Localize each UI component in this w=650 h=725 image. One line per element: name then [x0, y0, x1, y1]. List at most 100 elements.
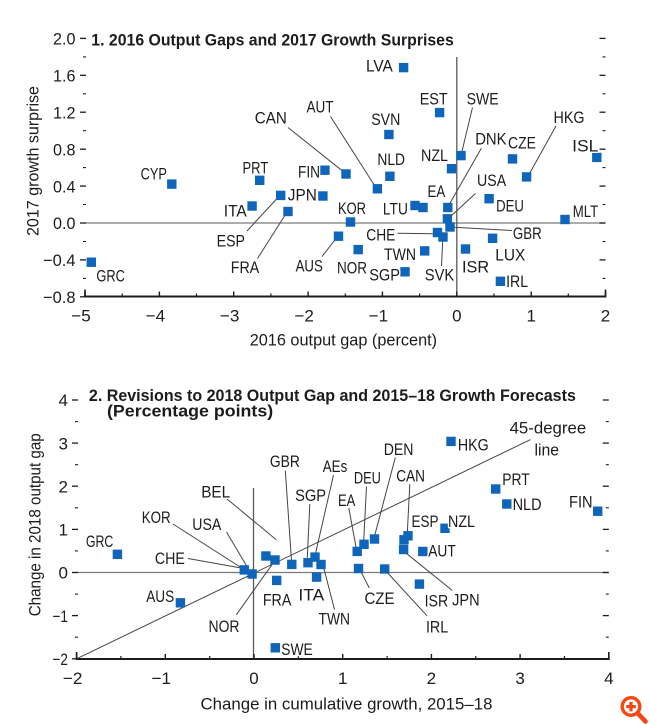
svg-text:Change in cumulative growth, 2: Change in cumulative growth, 2015–18	[201, 695, 493, 713]
svg-text:NLD: NLD	[513, 496, 542, 514]
svg-text:2: 2	[59, 477, 68, 496]
svg-text:1: 1	[338, 669, 347, 688]
svg-text:LVA: LVA	[366, 58, 393, 76]
svg-text:PRT: PRT	[243, 160, 269, 178]
svg-text:0: 0	[249, 669, 258, 688]
svg-text:−1: −1	[369, 307, 389, 326]
svg-text:LUX: LUX	[495, 247, 525, 265]
svg-text:2: 2	[427, 669, 436, 688]
svg-text:1. 2016 Output Gaps and 2017 G: 1. 2016 Output Gaps and 2017 Growth Surp…	[91, 31, 454, 50]
svg-text:NOR: NOR	[337, 260, 367, 278]
svg-text:USA: USA	[192, 516, 221, 534]
svg-text:CHE: CHE	[155, 550, 185, 568]
svg-text:AUT: AUT	[306, 99, 333, 117]
svg-text:DEN: DEN	[384, 441, 414, 459]
svg-text:CHE: CHE	[366, 227, 395, 245]
svg-text:SWE: SWE	[467, 91, 499, 109]
svg-text:−5: −5	[71, 307, 91, 326]
svg-text:GBR: GBR	[513, 225, 542, 243]
svg-text:EA: EA	[428, 183, 446, 201]
svg-text:3: 3	[59, 434, 68, 453]
svg-text:Change in 2018 output gap: Change in 2018 output gap	[26, 433, 44, 616]
svg-text:0.4: 0.4	[53, 177, 76, 196]
svg-text:TWN: TWN	[319, 611, 351, 629]
svg-text:−0.4: −0.4	[43, 251, 76, 270]
svg-text:IRL: IRL	[506, 273, 528, 291]
svg-text:DEU: DEU	[496, 198, 524, 216]
svg-text:BEL: BEL	[201, 484, 230, 502]
svg-text:0.0: 0.0	[53, 214, 76, 233]
svg-text:4: 4	[604, 669, 613, 688]
svg-text:IRL: IRL	[426, 619, 448, 637]
svg-text:EST: EST	[420, 91, 448, 109]
svg-text:SWE: SWE	[281, 641, 313, 659]
svg-text:−4: −4	[146, 307, 166, 326]
svg-text:0.8: 0.8	[53, 140, 76, 159]
svg-text:AEs: AEs	[323, 458, 348, 476]
svg-text:−2: −2	[63, 669, 83, 688]
svg-text:−2: −2	[53, 650, 69, 669]
svg-text:HKG: HKG	[458, 437, 489, 455]
svg-text:NZL: NZL	[448, 513, 475, 531]
svg-text:−1: −1	[152, 669, 172, 688]
svg-text:CAN: CAN	[396, 468, 425, 486]
svg-text:−0.8: −0.8	[43, 288, 76, 307]
svg-text:HKG: HKG	[554, 109, 585, 127]
svg-text:PRT: PRT	[502, 471, 530, 489]
svg-text:line: line	[535, 442, 560, 460]
svg-text:CZE: CZE	[364, 590, 394, 608]
svg-text:CAN: CAN	[255, 109, 287, 127]
svg-text:0: 0	[452, 307, 461, 326]
svg-text:GRC: GRC	[96, 267, 125, 285]
svg-text:SGP: SGP	[295, 487, 326, 505]
svg-text:2017 growth surprise: 2017 growth surprise	[24, 86, 42, 236]
svg-text:ITA: ITA	[224, 203, 247, 221]
svg-text:FRA: FRA	[263, 592, 292, 610]
svg-text:ISL: ISL	[572, 138, 598, 156]
svg-text:GRC: GRC	[86, 533, 114, 551]
svg-text:0: 0	[59, 564, 68, 583]
svg-text:CZE: CZE	[508, 135, 536, 153]
svg-text:KOR: KOR	[142, 509, 171, 527]
svg-text:(Percentage points): (Percentage points)	[107, 402, 273, 421]
svg-text:TWN: TWN	[384, 246, 416, 264]
svg-text:JPN: JPN	[288, 187, 317, 205]
svg-text:4: 4	[59, 391, 68, 410]
svg-text:2.0: 2.0	[53, 30, 76, 49]
svg-text:2. Revisions to 2018 Output Ga: 2. Revisions to 2018 Output Gap and 2015…	[89, 386, 576, 405]
svg-text:AUT: AUT	[428, 543, 456, 561]
svg-text:DEU: DEU	[354, 470, 381, 488]
svg-text:ESP: ESP	[412, 513, 439, 531]
svg-text:USA: USA	[477, 172, 506, 190]
svg-text:GBR: GBR	[270, 453, 300, 471]
svg-text:−3: −3	[220, 307, 240, 326]
svg-text:SVK: SVK	[425, 267, 455, 285]
svg-text:1: 1	[526, 307, 535, 326]
svg-text:SGP: SGP	[369, 267, 400, 285]
svg-text:NZL: NZL	[421, 147, 448, 165]
svg-text:2: 2	[601, 307, 610, 326]
svg-text:FRA: FRA	[231, 259, 259, 277]
svg-text:CYP: CYP	[141, 166, 167, 184]
svg-text:−1: −1	[53, 607, 69, 626]
svg-text:LTU: LTU	[383, 201, 408, 219]
svg-text:FIN: FIN	[569, 493, 593, 511]
svg-text:KOR: KOR	[338, 200, 366, 218]
svg-text:JPN: JPN	[452, 592, 480, 610]
svg-text:ITA: ITA	[298, 587, 324, 605]
svg-text:MLT: MLT	[573, 203, 598, 221]
svg-text:NOR: NOR	[209, 618, 240, 636]
svg-text:DNK: DNK	[475, 131, 506, 149]
svg-text:EA: EA	[338, 492, 355, 510]
svg-text:−2: −2	[294, 307, 314, 326]
svg-text:1: 1	[59, 521, 68, 540]
svg-text:ISR: ISR	[425, 593, 449, 611]
svg-text:1.6: 1.6	[53, 67, 76, 86]
svg-text:AUS: AUS	[146, 588, 174, 606]
svg-text:ESP: ESP	[217, 233, 245, 251]
svg-text:3: 3	[515, 669, 524, 688]
svg-text:1.2: 1.2	[53, 103, 76, 122]
svg-text:SVN: SVN	[371, 111, 400, 129]
svg-text:NLD: NLD	[377, 151, 405, 169]
svg-text:FIN: FIN	[298, 164, 320, 182]
